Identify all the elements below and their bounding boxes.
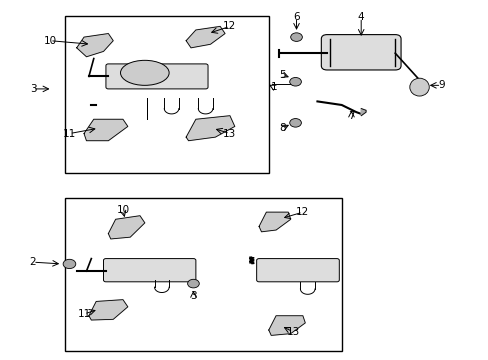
FancyBboxPatch shape (321, 35, 400, 70)
Ellipse shape (120, 60, 169, 85)
Bar (64, 198, 341, 351)
Text: 8: 8 (279, 123, 285, 133)
Bar (64, 16, 268, 173)
Text: 12: 12 (223, 21, 236, 31)
Polygon shape (259, 212, 290, 232)
Text: 6: 6 (293, 13, 299, 22)
Text: 5: 5 (279, 69, 285, 80)
Polygon shape (186, 26, 224, 48)
Text: 11: 11 (62, 129, 76, 139)
Circle shape (187, 279, 199, 288)
Text: 4: 4 (357, 13, 364, 22)
Polygon shape (268, 316, 305, 336)
Text: 9: 9 (437, 80, 444, 90)
Text: 10: 10 (43, 36, 57, 46)
Text: 10: 10 (116, 205, 129, 215)
Circle shape (289, 77, 301, 86)
Text: 12: 12 (296, 207, 309, 217)
Polygon shape (186, 116, 234, 141)
Text: 2: 2 (30, 257, 36, 267)
Polygon shape (108, 216, 144, 239)
Circle shape (63, 259, 76, 269)
Text: 3: 3 (30, 84, 36, 94)
Text: 3: 3 (190, 291, 196, 301)
Text: 1: 1 (270, 82, 276, 92)
Ellipse shape (409, 78, 428, 96)
Polygon shape (84, 119, 127, 141)
FancyBboxPatch shape (106, 64, 207, 89)
Text: 7: 7 (347, 111, 354, 121)
Polygon shape (89, 300, 127, 320)
Circle shape (290, 33, 302, 41)
FancyBboxPatch shape (256, 258, 339, 282)
Text: 11: 11 (77, 309, 90, 319)
FancyBboxPatch shape (103, 258, 196, 282)
Polygon shape (361, 109, 366, 116)
Text: 13: 13 (223, 129, 236, 139)
Circle shape (289, 118, 301, 127)
Text: 13: 13 (286, 327, 299, 337)
Polygon shape (77, 33, 113, 57)
